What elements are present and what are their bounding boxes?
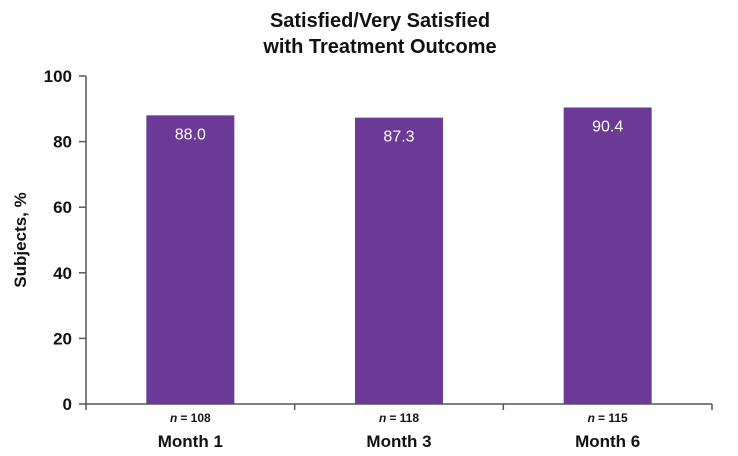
y-tick-label: 80 <box>53 133 72 152</box>
category-label: Month 6 <box>575 432 640 451</box>
y-tick-label: 40 <box>53 264 72 283</box>
sample-size-prefix: n <box>588 411 595 425</box>
chart-title-line-2: with Treatment Outcome <box>262 36 496 58</box>
bar-3 <box>563 107 652 404</box>
y-tick-label: 100 <box>44 67 72 86</box>
bar-1 <box>146 115 235 405</box>
sample-size-label: n = 118 <box>379 411 419 425</box>
chart-title-line-1: Satisfied/Very Satisfied <box>270 10 490 32</box>
category-label: Month 3 <box>366 432 431 451</box>
bar-2 <box>355 117 443 404</box>
sample-size-label: n = 115 <box>588 411 628 425</box>
sample-size-prefix: n <box>170 411 177 425</box>
data-labels: 88.0 87.3 90.4 <box>175 118 624 145</box>
y-tick-label: 0 <box>63 395 72 414</box>
bars <box>146 107 652 405</box>
bar-value-label: 88.0 <box>175 126 206 143</box>
sample-size-value: = 118 <box>389 411 419 425</box>
y-axis-label: Subjects, % <box>11 192 30 287</box>
y-tick-label: 60 <box>53 198 72 217</box>
y-axis: 0 20 40 60 80 100 <box>44 67 87 414</box>
sample-size-label: n = 108 <box>170 411 211 425</box>
y-tick-label: 20 <box>53 329 72 348</box>
sample-size-prefix: n <box>379 411 386 425</box>
x-axis <box>85 403 713 410</box>
sample-size-value: = 108 <box>180 411 211 425</box>
bar-value-label: 87.3 <box>383 129 414 146</box>
category-label: Month 1 <box>158 432 223 451</box>
bar-value-label: 90.4 <box>592 118 623 135</box>
sample-size-value: = 115 <box>598 411 628 425</box>
